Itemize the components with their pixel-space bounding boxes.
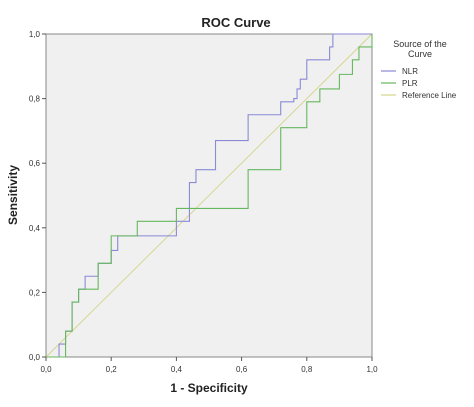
y-tick-label: 0,4	[29, 224, 41, 233]
chart-title: ROC Curve	[201, 15, 270, 30]
series-line-reference-line	[45, 33, 373, 358]
y-tick-label: 0,8	[29, 95, 41, 104]
y-tick-label: 0,2	[29, 288, 41, 297]
axes-layer: 0,0 0,2 0,4 0,6 0,8 1,0 0,0 0,2 0,4 0,6 0,8 1,0	[29, 30, 378, 374]
y-tick-label: 1,0	[29, 30, 41, 39]
x-axis-label: 1 - Specificity	[170, 381, 248, 395]
legend-label-nlr: NLR	[402, 67, 418, 76]
series-line-plr	[46, 34, 373, 358]
x-tick-label: 0,8	[301, 365, 313, 374]
x-tick-label: 0,4	[171, 365, 183, 374]
x-tick-label: 1,0	[366, 365, 378, 374]
series-layer	[46, 33, 373, 358]
x-tick-label: 0,6	[236, 365, 248, 374]
x-tick-label: 0,0	[40, 365, 52, 374]
legend-title-line: Curve	[408, 49, 432, 59]
reference-line-layer	[45, 33, 373, 358]
x-tick-label: 0,2	[106, 365, 118, 374]
legend-title-line: Source of the	[393, 39, 447, 49]
y-tick-label: 0,6	[29, 159, 41, 168]
legend-label-reference-line: Reference Line	[402, 91, 457, 100]
y-axis-label: Sensitivity	[6, 165, 20, 225]
y-tick-label: 0,0	[29, 353, 41, 362]
legend-label-plr: PLR	[402, 79, 418, 88]
